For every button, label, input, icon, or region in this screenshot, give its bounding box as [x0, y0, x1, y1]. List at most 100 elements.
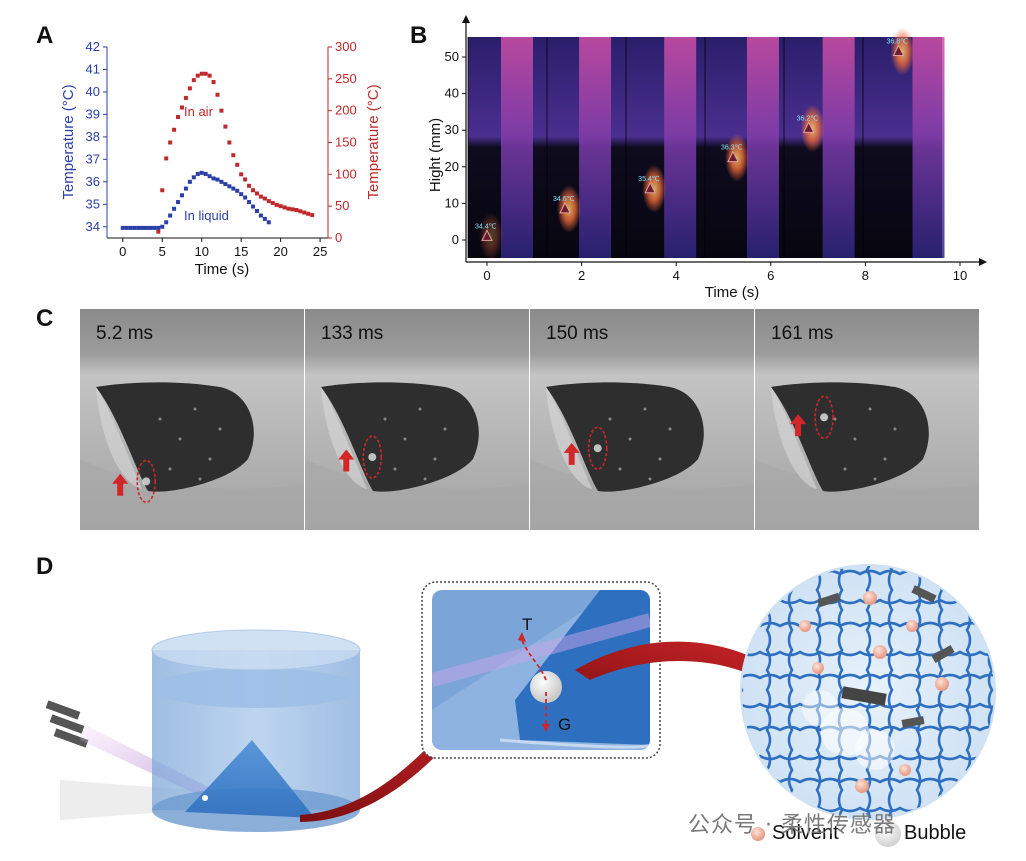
- chart-a-point-in-liquid: [251, 204, 256, 209]
- chart-a-point-in-liquid: [156, 225, 161, 230]
- chart-a-point-in-air: [215, 92, 220, 97]
- chart-a-ylabel-right: Temperature (°C): [365, 84, 382, 199]
- chart-a-point-in-liquid: [144, 225, 149, 230]
- chart-a-point-in-liquid: [120, 225, 125, 230]
- heatmap-hotspot: [557, 184, 582, 233]
- container-cylinder: [151, 629, 361, 832]
- chart-b-ylabel-wrap: Hight (mm): [427, 118, 444, 192]
- heatmap-beam: [822, 37, 855, 258]
- chart-a-point-in-liquid: [203, 171, 208, 176]
- chart-a-point-in-air: [207, 73, 212, 78]
- chart-a-point-in-air: [262, 196, 267, 201]
- chart-b-x-arrow: [979, 258, 987, 266]
- chart-a-ytick-right-label: 100: [335, 166, 357, 181]
- chart-b-xlabel: Time (s): [705, 284, 759, 301]
- video-frame: 150 ms: [530, 309, 754, 530]
- chart-a-xtick-label: 15: [234, 244, 248, 259]
- chart-b-ytick-label: 10: [445, 195, 459, 210]
- heatmap-beam: [912, 37, 945, 258]
- chart-a-point-in-liquid: [160, 224, 165, 229]
- chart-a-point-in-air: [258, 194, 263, 199]
- chart-a-point-in-air: [290, 207, 295, 212]
- chart-b-xtick-label: 8: [862, 268, 869, 283]
- bubble-highlight: [587, 426, 608, 471]
- up-arrow-icon: [112, 473, 129, 496]
- chart-a-point-in-liquid: [164, 220, 169, 225]
- chart-b-ytick-label: 40: [445, 86, 459, 101]
- chart-b-marker: [892, 44, 905, 57]
- chart-a-point-in-air: [266, 199, 271, 204]
- chart-b-xtick-label: 2: [578, 268, 585, 283]
- chart-a-point-in-liquid: [195, 171, 200, 176]
- chart-a-point-in-air: [247, 183, 252, 188]
- chart-a-ytick-left-label: 35: [86, 196, 100, 211]
- network-strand: [742, 650, 994, 657]
- chart-b-xtick-label: 0: [483, 268, 490, 283]
- chart-a-annotation-in-liquid: In liquid: [184, 208, 229, 223]
- droplet: [321, 382, 479, 492]
- polymer-network: [740, 564, 996, 820]
- chart-a-point-in-air: [172, 127, 177, 132]
- chart-a-point-in-liquid: [227, 184, 232, 189]
- panel-letter-a: A: [36, 22, 54, 49]
- droplet-image: [530, 382, 754, 530]
- chart-b-ytick-label: 50: [445, 49, 459, 64]
- chart-a-point-in-liquid: [262, 216, 267, 221]
- chart-b-ytick-label: 30: [445, 122, 459, 137]
- chart-a-point-in-air: [231, 153, 236, 158]
- chart-b-marker: [727, 150, 739, 163]
- bubble-highlight: [136, 459, 156, 504]
- force-label-g: G: [558, 715, 571, 734]
- chart-a-point-in-air: [195, 73, 200, 78]
- video-frame: 133 ms: [305, 309, 529, 530]
- legend-bubble-icon: [875, 821, 901, 847]
- chart-a-point-in-liquid: [187, 179, 192, 184]
- chart-a-point-in-liquid: [179, 193, 184, 198]
- chart-a-point-in-liquid: [231, 186, 236, 191]
- chart-a-point-in-air: [298, 209, 303, 214]
- transition-arrow-2: [575, 641, 830, 730]
- network-strand: [887, 566, 894, 818]
- legend-solvent-icon: [751, 827, 765, 841]
- chart-b-ytick-label: 20: [445, 159, 459, 174]
- network-strand: [742, 702, 994, 709]
- panel-letter-c: C: [36, 305, 54, 332]
- chart-a-point-in-air: [286, 206, 291, 211]
- chart-a-point-in-air: [278, 204, 283, 209]
- chart-a-point-in-air: [254, 191, 259, 196]
- chart-a-ytick-left-label: 40: [86, 84, 100, 99]
- heatmap-beam: [579, 37, 612, 258]
- mechanism-diagram: T G: [45, 564, 996, 847]
- chart-a-point-in-liquid: [183, 186, 188, 191]
- chart-a-point-in-liquid: [132, 225, 137, 230]
- chart-a-point-in-air: [302, 210, 307, 215]
- chart-b-markers: 34.4℃ 34.6℃ 35.4℃ 36.3℃ 36.2℃ 36.8℃: [475, 39, 908, 241]
- chart-a-point-in-air: [168, 140, 173, 145]
- chart-a-point-in-liquid: [247, 200, 252, 205]
- chart-a-point-in-liquid: [176, 200, 181, 205]
- heatmap-hotspot: [724, 133, 749, 182]
- chart-a-point-in-liquid: [254, 209, 259, 214]
- chart-a-point-in-liquid: [207, 174, 212, 179]
- chart-b-xtick-label: 10: [953, 268, 967, 283]
- chart-a-points: [120, 71, 315, 234]
- chart-a-ytick-left-label: 39: [86, 106, 100, 121]
- hydrogel-cone: [185, 740, 315, 818]
- droplet: [96, 382, 254, 492]
- force-label-t: T: [522, 615, 532, 634]
- heatmap-hotspot: [479, 212, 503, 261]
- chart-a-point-in-air: [211, 80, 216, 85]
- chart-a-xtick-label: 20: [273, 244, 287, 259]
- chart-b-marker-label: 35.4℃: [638, 176, 660, 183]
- chart-a-point-in-liquid: [215, 177, 220, 182]
- heatmap-hotspot: [890, 27, 915, 76]
- chart-a-point-in-air: [183, 95, 188, 100]
- zoom-inset: T G: [421, 581, 661, 759]
- chart-a-ytick-left-label: 41: [86, 61, 100, 76]
- chart-a-point-in-liquid: [235, 188, 240, 193]
- chart-a-point-in-liquid: [243, 195, 248, 200]
- heatmap-beam: [664, 37, 697, 258]
- chart-a-point-in-liquid: [152, 225, 157, 230]
- chart-a-point-in-liquid: [140, 225, 145, 230]
- chart-a-point-in-air: [306, 211, 311, 216]
